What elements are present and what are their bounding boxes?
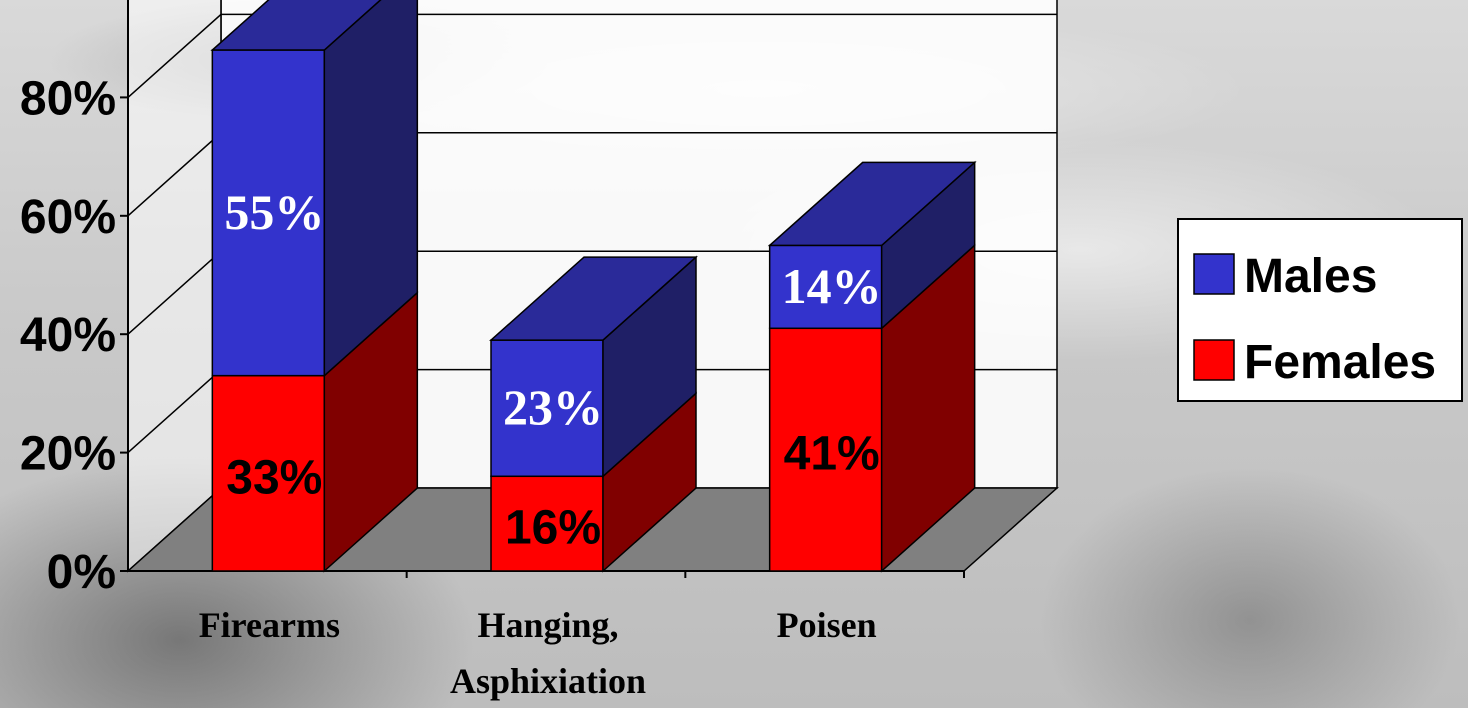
y-tick-label: 60% [20, 191, 116, 244]
x-category-label: Hanging, Asphixiation [450, 605, 646, 701]
bar-side-males [323, 0, 419, 378]
data-labels: 33% 55% 16% 23% 41% 14% [224, 184, 881, 555]
x-category-label: Firearms [199, 605, 340, 645]
bar-front-males [490, 339, 604, 478]
data-label-males: 23% [503, 379, 603, 435]
bar-top-males [489, 256, 698, 341]
bar-front-males [211, 49, 326, 377]
bars [210, 0, 977, 573]
y-tick-label: 40% [20, 309, 116, 362]
data-label-females: 41% [784, 428, 880, 481]
data-label-males: 14% [782, 258, 882, 314]
bar-top-males [210, 0, 382, 51]
data-label-females: 33% [226, 451, 322, 504]
legend-swatch-males [1193, 253, 1235, 295]
bar-front-females [768, 327, 883, 572]
bar-top-males [767, 161, 977, 247]
legend-label-females: Females [1244, 336, 1436, 389]
y-tick-labels: 0% 20% 40% 60% 80% [20, 72, 116, 599]
data-label-females: 16% [505, 502, 601, 555]
legend: Males Females [1177, 218, 1463, 402]
y-tick-label: 20% [20, 428, 116, 481]
bar-front-females [211, 374, 326, 572]
bar-front-females [490, 475, 604, 572]
legend-swatch-females [1193, 339, 1235, 381]
y-tick-label: 80% [20, 72, 116, 125]
gridline [127, 13, 1057, 98]
x-category-labels: Firearms Hanging, Asphixiation Poisen [199, 605, 877, 701]
y-tick-label: 0% [47, 546, 116, 599]
x-category-label: Poisen [777, 605, 877, 645]
legend-label-males: Males [1244, 250, 1377, 303]
data-label-males: 55% [224, 184, 324, 240]
